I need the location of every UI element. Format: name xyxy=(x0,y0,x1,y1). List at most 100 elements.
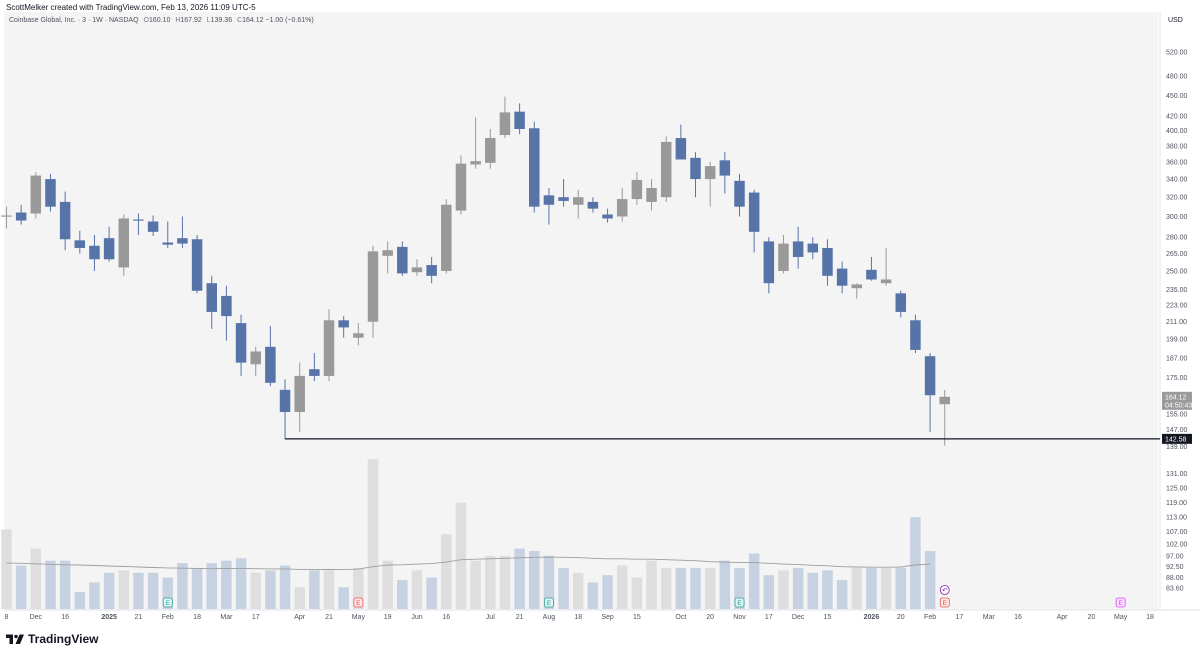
price-tick-label: 450.00 xyxy=(1166,93,1188,100)
last-price-label: 164.12 xyxy=(1165,394,1187,401)
candle-body xyxy=(133,219,144,221)
volume-bar xyxy=(587,582,599,609)
candle-body xyxy=(353,333,364,338)
volume-bar xyxy=(734,567,745,609)
candle-body xyxy=(235,323,247,363)
candle-body xyxy=(719,160,731,176)
volume-bar xyxy=(309,570,320,609)
ohlc-low-value: 139.36 xyxy=(210,17,233,24)
volume-bar xyxy=(338,587,349,609)
volume-bar xyxy=(646,560,657,609)
time-tick-label: 17 xyxy=(765,614,773,621)
support-price-label-bg xyxy=(1162,433,1192,444)
candle-body xyxy=(89,245,100,260)
candle-body xyxy=(59,201,71,240)
volume-bar xyxy=(763,575,775,609)
split-event-symbol: ↶ xyxy=(942,587,947,595)
volume-bar xyxy=(15,565,27,609)
time-tick-label: 15 xyxy=(633,614,641,621)
candle-body xyxy=(191,239,203,291)
volume-bar xyxy=(529,551,540,609)
candle-body xyxy=(206,283,217,312)
volume-layer xyxy=(1,459,936,609)
earnings-event-icon[interactable] xyxy=(939,597,950,608)
volume-bar xyxy=(866,567,877,609)
earnings-event-icon[interactable] xyxy=(353,597,364,608)
price-tick-label: 250.00 xyxy=(1166,268,1188,275)
price-tick-label: 175.00 xyxy=(1166,375,1188,382)
volume-bar xyxy=(822,570,833,609)
candle-body xyxy=(558,197,569,201)
time-tick-label: 18 xyxy=(1146,614,1154,621)
ohlc-open-label: O xyxy=(143,17,149,24)
candle-body xyxy=(602,214,613,219)
symbol-legend[interactable]: Coinbase Global, Inc. · 3 · 1W · NASDAQ … xyxy=(9,17,314,24)
events-layer[interactable]: E E E E E ↶ E xyxy=(162,585,1126,608)
earnings-event-icon[interactable] xyxy=(544,597,554,608)
attribution-text: ScottMelker created with TradingView.com… xyxy=(6,3,256,12)
earnings-event-icon[interactable] xyxy=(1115,597,1126,608)
candle-body xyxy=(294,375,305,412)
time-tick-label: 19 xyxy=(384,614,392,621)
candle-body xyxy=(807,243,819,253)
candle-body xyxy=(822,247,833,276)
candle-body xyxy=(45,179,56,207)
ohlc-close-value: 164.12 xyxy=(242,17,264,24)
time-tick-label: 8 xyxy=(5,614,9,621)
volume-bar xyxy=(572,572,584,609)
time-tick-label: 16 xyxy=(1014,614,1022,621)
volume-bar xyxy=(426,577,437,609)
volume-bar xyxy=(118,570,130,609)
candle-body xyxy=(616,199,628,217)
volume-bar xyxy=(367,459,379,609)
price-axis[interactable]: 520.00 480.00 450.00 420.00 400.00 380.00 360.… xyxy=(1166,50,1188,593)
volume-bar xyxy=(397,580,408,609)
candle-body xyxy=(103,238,115,260)
volume-bar xyxy=(880,567,892,609)
candle-body xyxy=(309,369,320,376)
price-tick-label: 360.00 xyxy=(1166,159,1188,166)
candle-body xyxy=(631,179,643,200)
candle-body xyxy=(646,187,657,202)
volume-bar xyxy=(748,553,760,609)
earnings-event-icon[interactable] xyxy=(162,597,173,608)
time-tick-label: 2026 xyxy=(864,614,880,621)
candle-body xyxy=(939,396,950,405)
time-tick-label: 21 xyxy=(135,614,143,621)
time-tick-label: 20 xyxy=(897,614,905,621)
volume-bar xyxy=(74,592,86,609)
candle-body xyxy=(675,138,687,160)
candle-body xyxy=(866,269,877,280)
candle-body xyxy=(514,111,525,129)
currency-label[interactable]: USD xyxy=(1168,17,1183,24)
time-axis[interactable]: 8 Dec 16 2025 21 Feb 18 Mar 17 Apr 21 May 19 Jun 16 Jul… xyxy=(5,614,1154,621)
time-tick-label: Apr xyxy=(1057,614,1069,621)
price-tick-label: 400.00 xyxy=(1166,128,1188,135)
tradingview-brand[interactable]: TradingView xyxy=(6,632,98,646)
volume-bar xyxy=(191,567,203,609)
countdown-label: 04:50:43 xyxy=(1165,402,1192,409)
candle-body xyxy=(265,346,276,383)
candle-body xyxy=(279,389,291,412)
price-tick-label: 155.00 xyxy=(1166,411,1188,418)
earnings-event-symbol: E xyxy=(737,600,742,607)
earnings-event-symbol: E xyxy=(356,600,361,607)
split-event-icon[interactable] xyxy=(939,585,950,595)
volume-bar xyxy=(235,558,247,609)
candle-body xyxy=(74,240,86,248)
ohlc-low-label: L xyxy=(206,17,211,24)
price-tick-label: 280.00 xyxy=(1166,235,1188,242)
price-tick-label: 223.00 xyxy=(1166,303,1188,310)
price-tick-label: 420.00 xyxy=(1166,113,1188,120)
volume-bar xyxy=(778,570,789,609)
earnings-event-icon[interactable] xyxy=(734,597,745,608)
volume-bar xyxy=(294,587,305,609)
candle-body xyxy=(704,166,716,180)
chart-area[interactable] xyxy=(4,12,1158,610)
candle-body xyxy=(147,221,159,232)
volume-bar xyxy=(162,577,174,609)
volume-bar xyxy=(382,560,393,609)
price-tick-label: 139.00 xyxy=(1166,444,1188,451)
candle-body xyxy=(748,192,760,232)
